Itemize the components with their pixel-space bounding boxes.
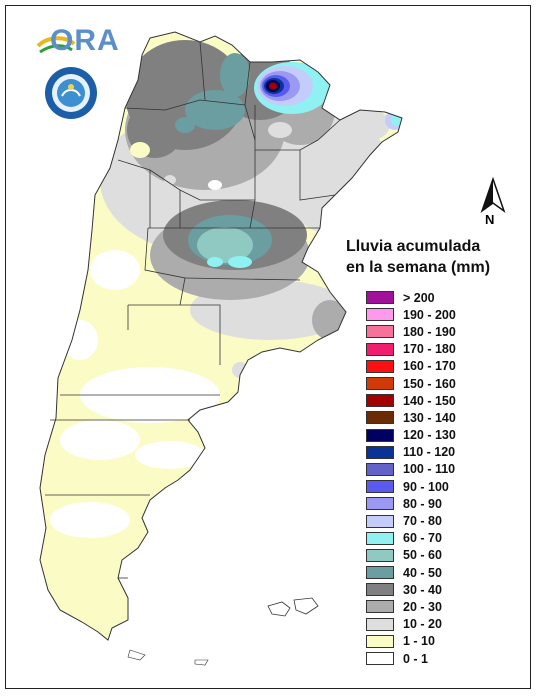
legend-swatch <box>366 583 394 597</box>
legend-label: 1 - 10 <box>403 634 435 649</box>
legend-item: 40 - 50 <box>366 564 456 581</box>
legend-item: 170 - 180 <box>366 341 456 358</box>
legend-item: 110 - 120 <box>366 444 456 461</box>
legend-swatch <box>366 652 394 666</box>
legend-item: 180 - 190 <box>366 323 456 340</box>
legend-item: 90 - 100 <box>366 478 456 495</box>
legend-swatch <box>366 394 394 408</box>
legend-label: 170 - 180 <box>403 342 456 357</box>
legend-title: Lluvia acumulada en la semana (mm) <box>346 236 490 278</box>
legend-item: 60 - 70 <box>366 530 456 547</box>
legend-title-line1: Lluvia acumulada <box>346 238 481 255</box>
legend-swatch <box>366 634 394 648</box>
legend-label: 110 - 120 <box>403 445 456 460</box>
legend-label: 10 - 20 <box>403 617 442 632</box>
legend-label: 100 - 110 <box>403 462 456 477</box>
smn-seal-icon <box>45 67 97 119</box>
legend-swatch <box>366 617 394 631</box>
legend-swatch <box>366 462 394 476</box>
legend-label: 60 - 70 <box>403 531 442 546</box>
legend-item: > 200 <box>366 289 456 306</box>
legend-item: 10 - 20 <box>366 616 456 633</box>
legend-item: 100 - 110 <box>366 461 456 478</box>
north-arrow-icon <box>480 176 506 214</box>
legend-swatch <box>366 308 394 322</box>
legend-item: 0 - 1 <box>366 650 456 667</box>
legend-item: 30 - 40 <box>366 581 456 598</box>
legend-label: 50 - 60 <box>403 548 442 563</box>
legend-item: 150 - 160 <box>366 375 456 392</box>
legend-item: 160 - 170 <box>366 358 456 375</box>
legend-label: 80 - 90 <box>403 496 442 511</box>
legend-item: 80 - 90 <box>366 495 456 512</box>
malvinas-islands <box>267 597 319 617</box>
legend-swatch <box>366 342 394 356</box>
legend-item: 50 - 60 <box>366 547 456 564</box>
legend: > 200 190 - 200 180 - 190 170 - 180 160 - 17… <box>366 289 456 667</box>
ora-logo-text: ORA <box>50 24 120 57</box>
legend-swatch <box>366 445 394 459</box>
north-label: N <box>485 212 495 227</box>
legend-label: 160 - 170 <box>403 359 456 374</box>
legend-label: 90 - 100 <box>403 479 449 494</box>
legend-item: 130 - 140 <box>366 409 456 426</box>
legend-swatch <box>366 514 394 528</box>
legend-label: 130 - 140 <box>403 410 456 425</box>
legend-swatch <box>366 531 394 545</box>
legend-swatch <box>366 359 394 373</box>
legend-swatch <box>366 600 394 614</box>
legend-swatch <box>366 325 394 339</box>
legend-item: 1 - 10 <box>366 633 456 650</box>
ora-logo-icon <box>36 36 76 54</box>
legend-label: 40 - 50 <box>403 565 442 580</box>
legend-label: > 200 <box>403 290 435 305</box>
legend-label: 180 - 190 <box>403 324 456 339</box>
legend-item: 120 - 130 <box>366 427 456 444</box>
legend-swatch <box>366 291 394 305</box>
legend-label: 20 - 30 <box>403 599 442 614</box>
legend-item: 140 - 150 <box>366 392 456 409</box>
legend-item: 190 - 200 <box>366 306 456 323</box>
legend-swatch <box>366 566 394 580</box>
legend-label: 0 - 1 <box>403 651 429 666</box>
legend-swatch <box>366 377 394 391</box>
legend-label: 150 - 160 <box>403 376 456 391</box>
legend-label: 120 - 130 <box>403 428 456 443</box>
legend-label: 190 - 200 <box>403 307 456 322</box>
province-borders <box>45 41 341 579</box>
legend-item: 70 - 80 <box>366 512 456 529</box>
legend-item: 20 - 30 <box>366 598 456 615</box>
legend-swatch <box>366 411 394 425</box>
legend-swatch <box>366 497 394 511</box>
legend-swatch <box>366 480 394 494</box>
legend-label: 30 - 40 <box>403 582 442 597</box>
legend-title-line2: en la semana (mm) <box>346 259 491 276</box>
legend-label: 70 - 80 <box>403 514 442 529</box>
legend-swatch <box>366 548 394 562</box>
tierra-del-fuego-islands <box>127 649 209 666</box>
country-outline <box>39 31 403 641</box>
legend-label: 140 - 150 <box>403 393 456 408</box>
legend-swatch <box>366 428 394 442</box>
